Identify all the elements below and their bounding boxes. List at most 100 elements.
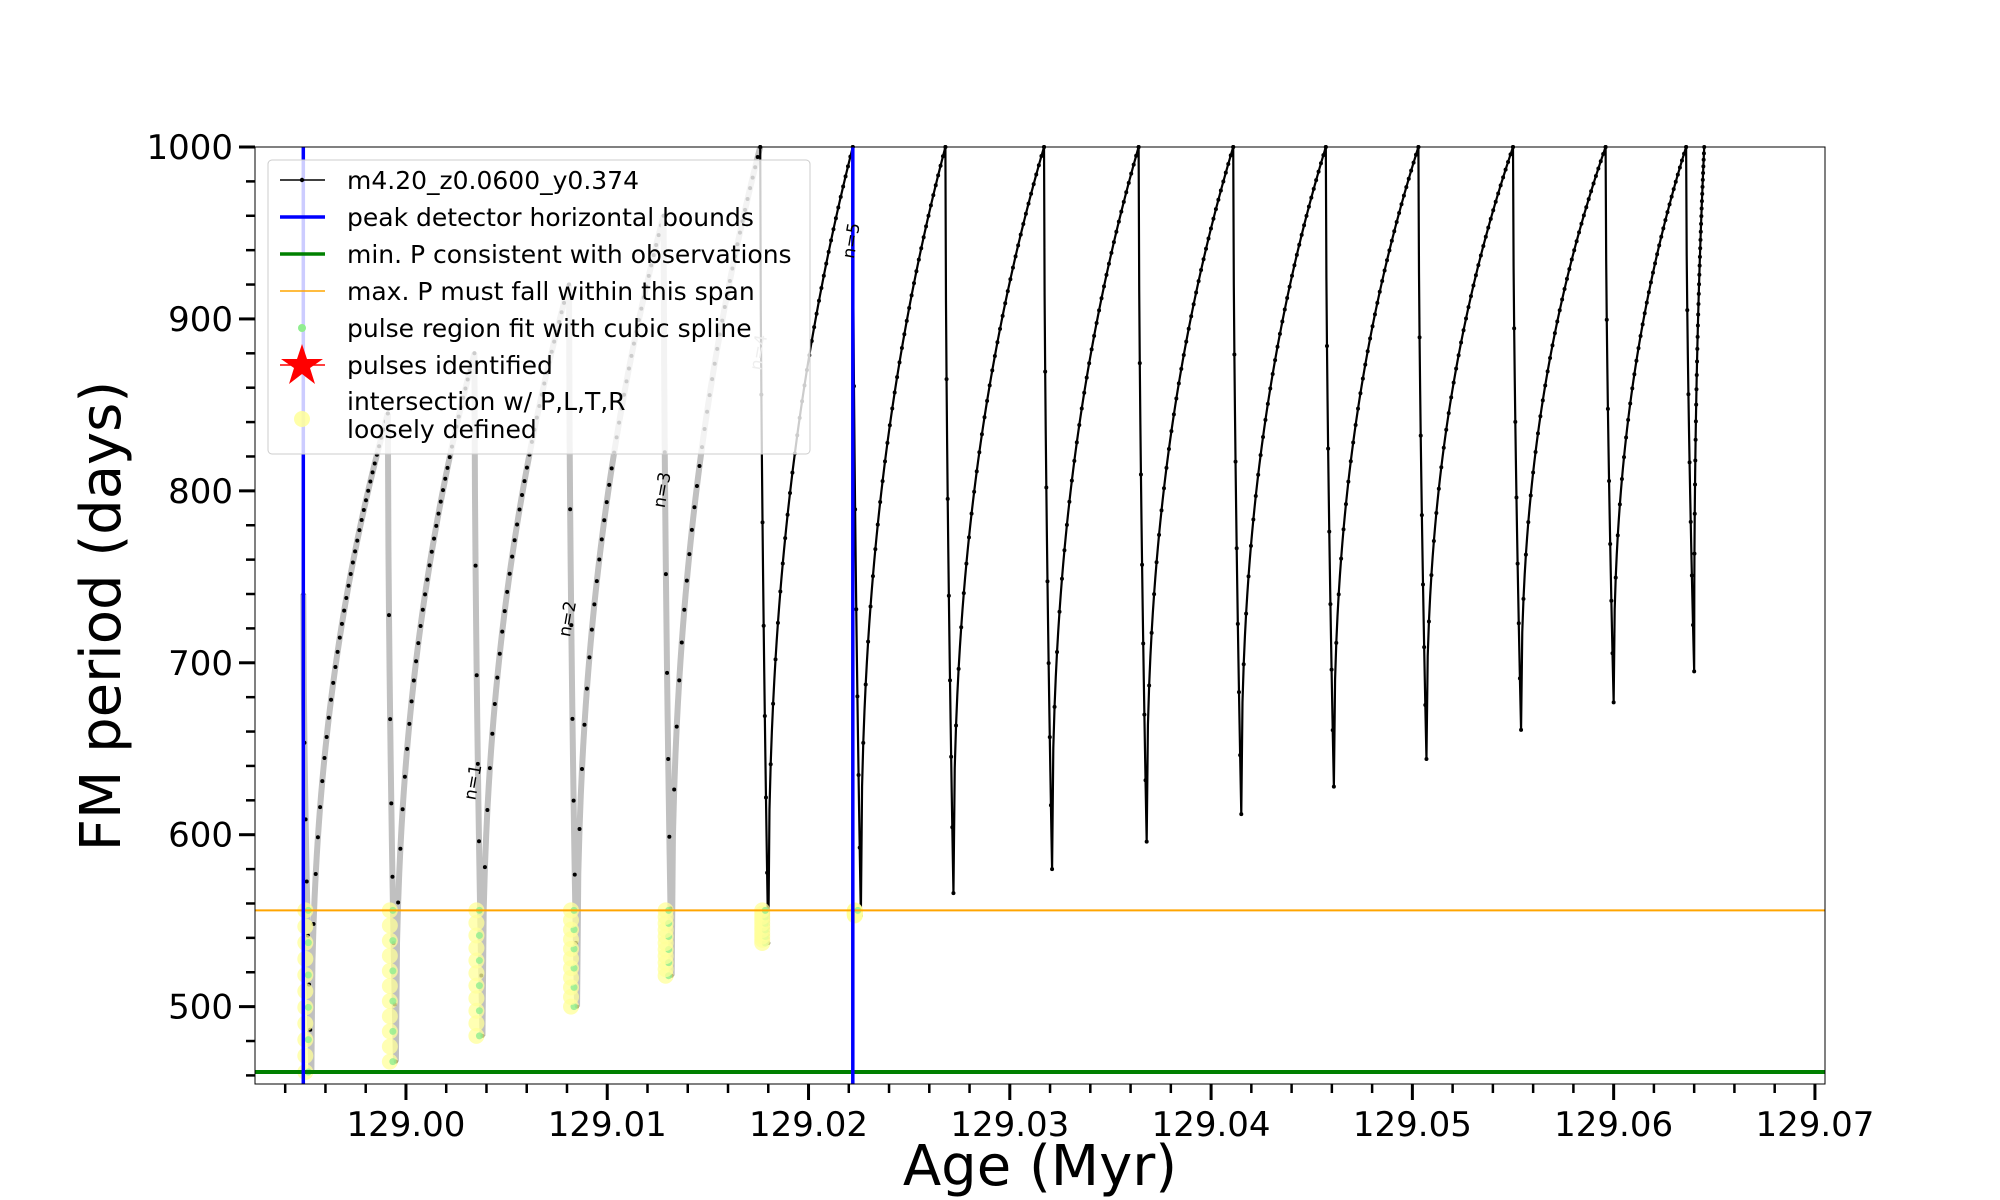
pulse-15-point <box>1622 455 1627 460</box>
pulse-8-point <box>1013 254 1018 259</box>
pulse-12-point <box>1324 343 1329 348</box>
y-axis-label: FM period (days) <box>69 381 134 851</box>
pulse-10-point <box>1218 188 1223 193</box>
pulse-14-point <box>1545 369 1550 374</box>
pulse-4-point <box>587 655 592 660</box>
pulse-8-point <box>949 754 954 759</box>
pulse-7-point <box>938 163 943 168</box>
pulse-16-point <box>1697 282 1702 287</box>
pulse-16-point <box>1698 229 1703 234</box>
pulse-14-point <box>1517 676 1522 681</box>
pulse-16-point <box>1695 346 1700 351</box>
pulse-9-point <box>1067 499 1072 504</box>
pulse-7-point <box>931 193 936 198</box>
pulse-16-point <box>1699 214 1704 219</box>
pulse-12-point <box>1327 529 1332 534</box>
pulse-14-point <box>1519 727 1524 732</box>
pulse-8-point <box>1005 289 1010 294</box>
pulse-6-point <box>785 512 790 517</box>
pulse-16-point <box>1693 482 1698 487</box>
pulse-6-point <box>831 227 836 232</box>
pulse-13-point <box>1493 199 1498 204</box>
pulse-13-point <box>1476 263 1481 268</box>
pulse-8-point <box>1023 211 1028 216</box>
pulse-8-point <box>948 678 952 683</box>
pulse-15-point <box>1671 187 1676 192</box>
pulse-4-point <box>589 627 594 632</box>
pulse-6-point <box>783 536 788 541</box>
pulse-10-point <box>1161 486 1166 491</box>
pulse-5-point <box>687 552 692 557</box>
x-tick-label: 129.07 <box>1755 1105 1874 1145</box>
pulse-7-point <box>890 406 895 411</box>
pulse-10-point <box>1169 429 1174 434</box>
pulse-8-point <box>1016 243 1021 248</box>
pulse-6-point <box>760 520 765 525</box>
pulse-9-point <box>1059 576 1064 581</box>
pulse-15-point <box>1611 700 1616 705</box>
pulse-6-point <box>780 561 785 566</box>
pulse-8-point <box>992 354 997 359</box>
pulse-16-point <box>1692 511 1697 516</box>
pulse-9-point <box>1106 261 1111 266</box>
pulse-1-point <box>359 517 364 522</box>
pulse-16-point <box>1686 392 1691 397</box>
pulse-3-point <box>490 731 495 736</box>
pulse-12-point <box>1326 446 1331 451</box>
pulse-5-point <box>689 527 694 532</box>
pulse-9-point <box>1055 650 1060 655</box>
pulse-16-point <box>1688 519 1693 524</box>
legend-label-pulses: pulses identified <box>347 351 553 380</box>
pulse-7-point <box>892 390 897 395</box>
pulse-15-point <box>1677 165 1682 170</box>
intersection-1-marker <box>297 1015 314 1032</box>
pulse-2-point <box>432 536 437 541</box>
pulse-13-point <box>1421 582 1426 587</box>
pulse-7-point <box>868 604 873 609</box>
pulse-4-point <box>599 537 604 542</box>
pulse-16-point <box>1698 246 1703 251</box>
pulse-14-point <box>1528 493 1533 498</box>
spline-3-point <box>475 957 483 965</box>
pulse-10-point <box>1228 153 1233 158</box>
pulse-14-point <box>1572 248 1577 253</box>
pulse-14-point <box>1512 326 1517 331</box>
pulse-13-point <box>1431 538 1436 543</box>
intersection-1-marker <box>297 950 314 967</box>
pulse-2-point <box>429 549 434 554</box>
pulse-12-point <box>1385 258 1390 263</box>
pulse-6-point <box>816 298 821 303</box>
pulse-14-point <box>1514 495 1519 500</box>
pulse-10-point <box>1221 179 1226 184</box>
pulse-12-point <box>1389 238 1394 243</box>
pulse-7-point <box>856 773 861 778</box>
pulse-13-point <box>1466 305 1471 310</box>
pulse-11-point <box>1258 453 1263 458</box>
pulse-16-point <box>1697 254 1702 259</box>
pulse-16-point <box>1701 151 1706 156</box>
pulse-6-point <box>809 338 814 343</box>
pulse-10-point <box>1179 366 1184 371</box>
pulse-8-point <box>974 469 979 474</box>
pulse-3-point <box>500 629 505 634</box>
pulse-15-point <box>1657 243 1662 248</box>
pulse-15-point <box>1608 541 1613 546</box>
spline-1-point <box>304 1036 312 1044</box>
pulse-13-point <box>1496 191 1501 196</box>
pulse-15-point <box>1667 202 1672 207</box>
pulse-6-point <box>826 249 831 254</box>
pulse-5-point <box>694 484 699 489</box>
pulse-3-point <box>497 651 502 656</box>
pulse-15-point <box>1675 172 1680 177</box>
pulse-2-point <box>396 900 401 905</box>
pulse-4-point <box>572 872 577 877</box>
pulse-9-point <box>1079 406 1084 411</box>
legend-yellow-circle-icon <box>294 411 310 427</box>
pulse-5-point <box>667 834 672 839</box>
pulse-9-point <box>1094 320 1099 325</box>
pulse-3-point <box>520 493 525 498</box>
pulse-7-point <box>936 173 941 178</box>
legend: m4.20_z0.0600_y0.374 peak detector horiz… <box>267 159 811 455</box>
pulse-11-point <box>1292 263 1297 268</box>
pulse-8-point <box>950 825 955 830</box>
